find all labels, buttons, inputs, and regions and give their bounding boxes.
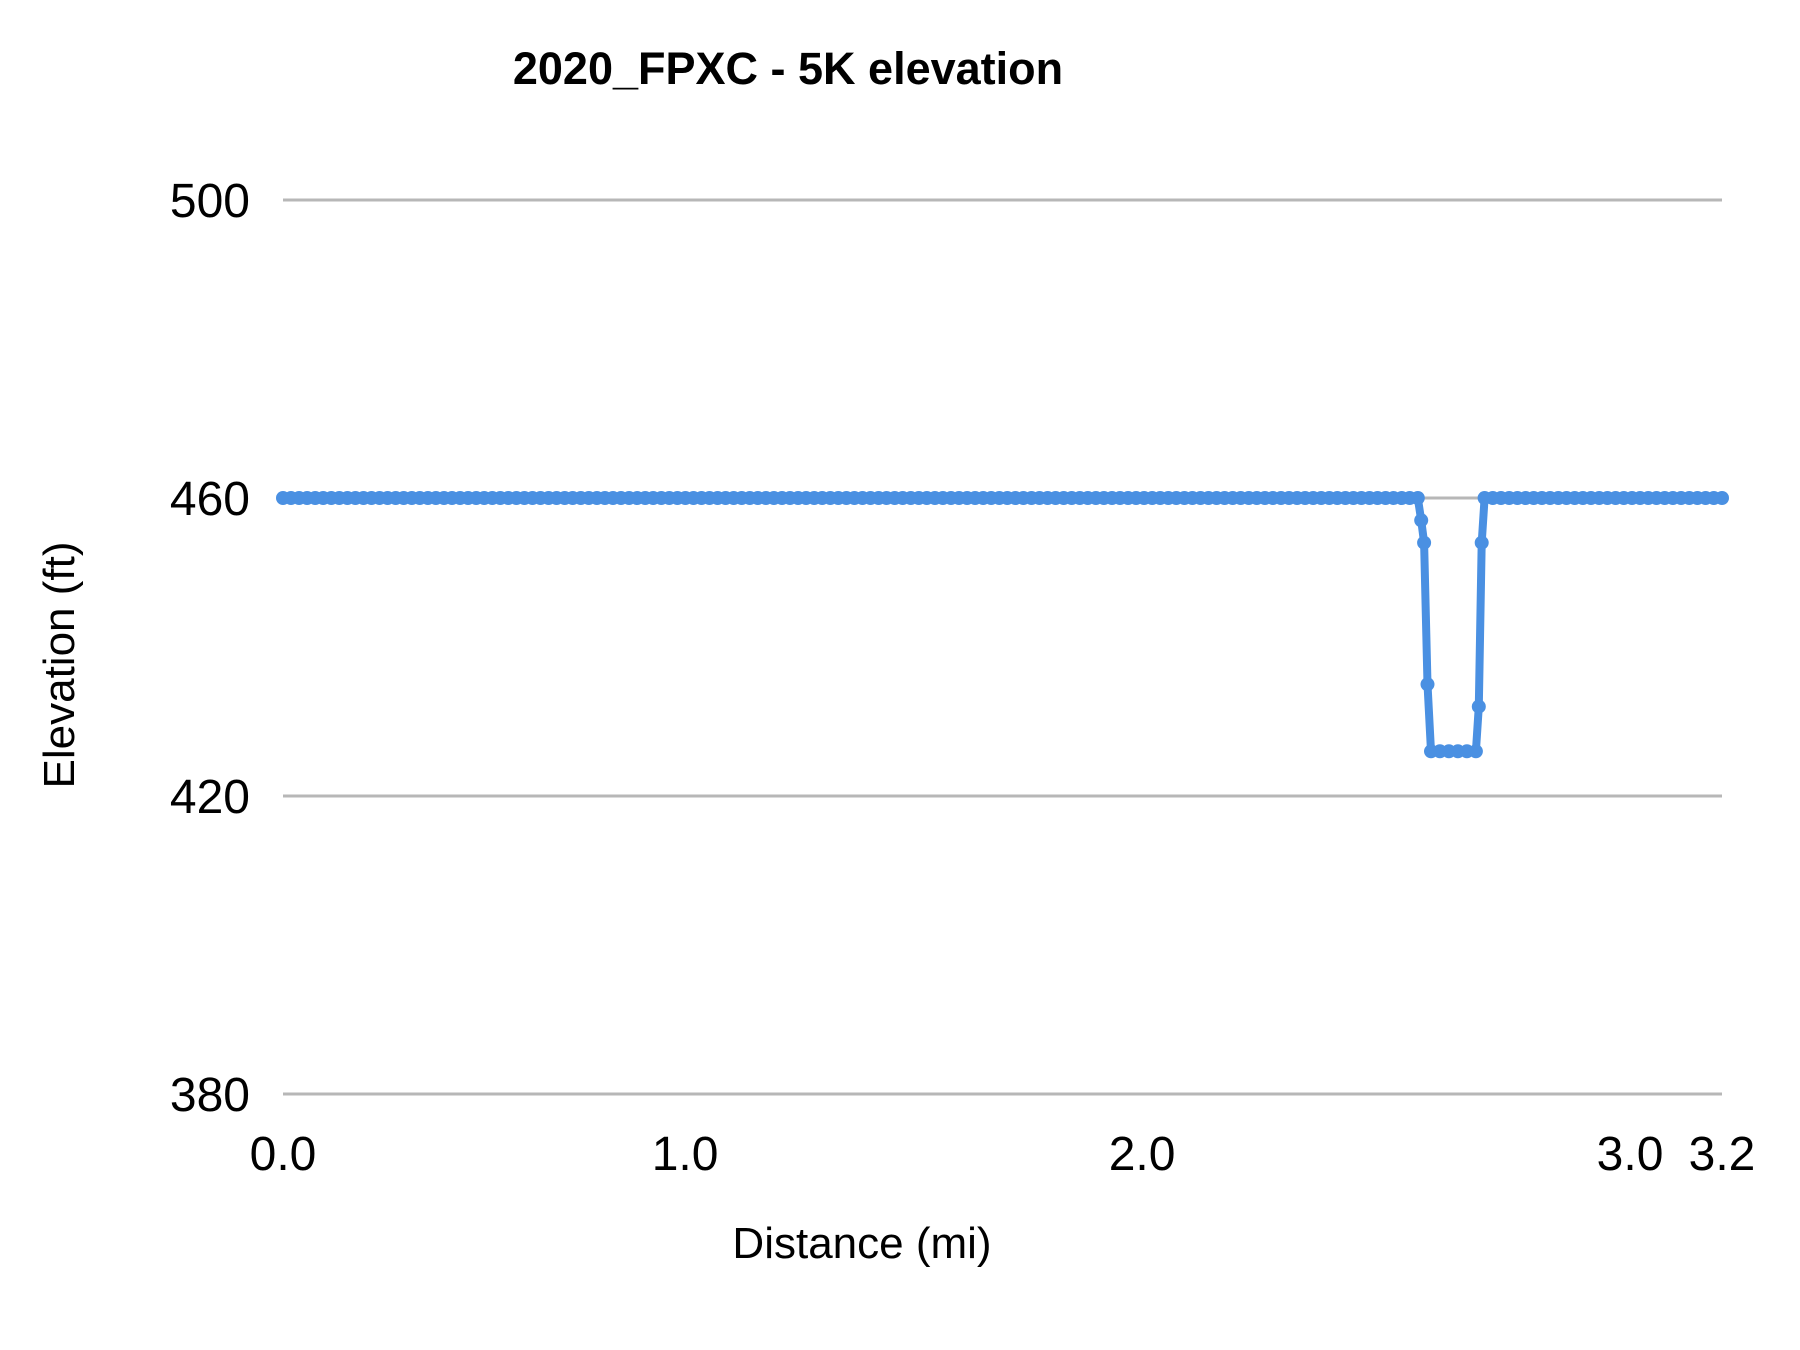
data-point-marker bbox=[1706, 491, 1721, 505]
data-point-marker bbox=[1402, 491, 1417, 505]
data-point-marker bbox=[1420, 677, 1435, 692]
data-point-marker bbox=[1474, 535, 1489, 550]
chart-title: 2020_FPXC - 5K elevation bbox=[513, 43, 1063, 94]
y-tick-label-420: 420 bbox=[170, 771, 250, 824]
x-tick-label-2.0: 2.0 bbox=[1109, 1128, 1176, 1181]
elevation-series bbox=[276, 491, 1729, 759]
horizontal-gridlines bbox=[283, 198, 1722, 1096]
data-point-marker bbox=[1471, 699, 1486, 714]
y-tick-label-460: 460 bbox=[170, 473, 250, 526]
x-axis-tick-labels: 0.0 1.0 2.0 3.0 3.2 bbox=[250, 1128, 1756, 1181]
data-point-marker bbox=[1414, 513, 1429, 528]
y-tick-label-500: 500 bbox=[170, 175, 250, 228]
x-tick-label-3.2: 3.2 bbox=[1689, 1128, 1756, 1181]
y-tick-label-380: 380 bbox=[170, 1069, 250, 1122]
x-axis-title: Distance (mi) bbox=[732, 1219, 991, 1268]
x-tick-label-3.0: 3.0 bbox=[1597, 1128, 1664, 1181]
data-point-marker bbox=[1417, 535, 1432, 550]
data-point-marker bbox=[1459, 744, 1474, 759]
y-axis-title: Elevation (ft) bbox=[35, 542, 84, 789]
elevation-profile-line bbox=[279, 494, 1726, 756]
x-tick-label-1.0: 1.0 bbox=[652, 1128, 719, 1181]
x-tick-label-0.0: 0.0 bbox=[250, 1128, 317, 1181]
y-axis-tick-labels: 500 460 420 380 bbox=[170, 175, 250, 1122]
